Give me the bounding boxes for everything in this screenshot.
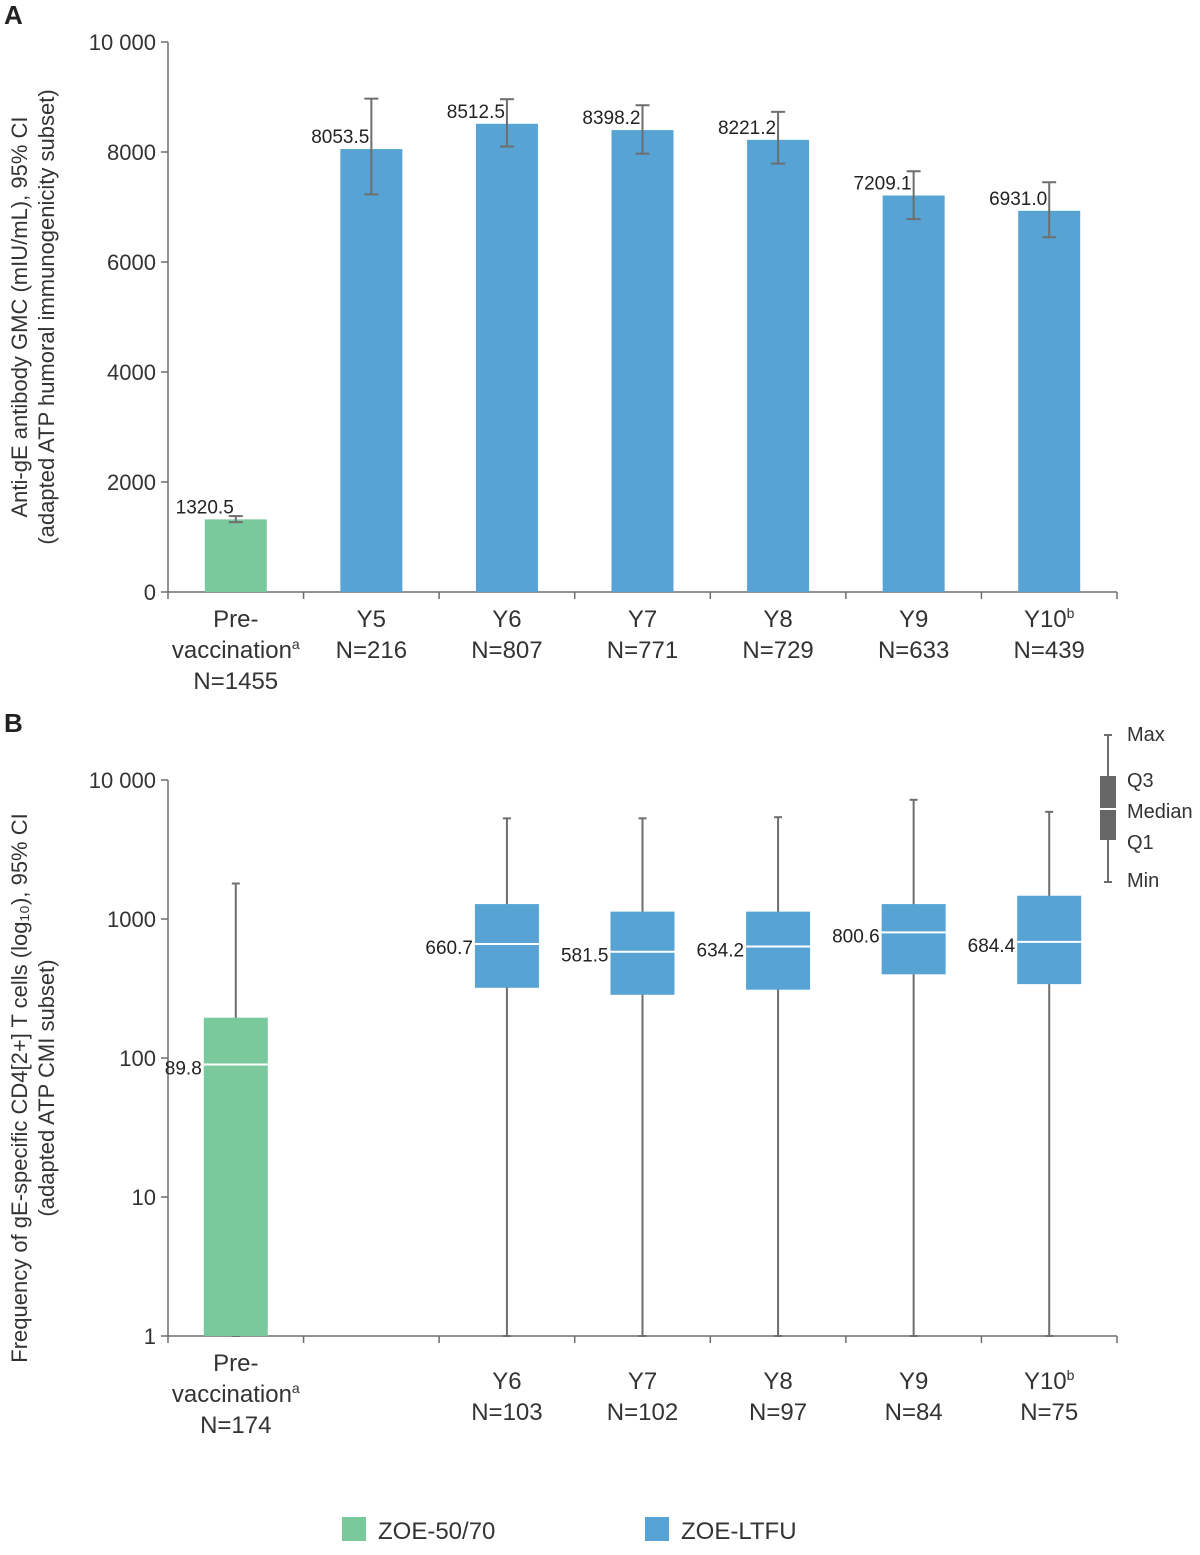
x-category-label: Y9 N=633 (878, 606, 949, 664)
y-tick-label: 2000 (107, 470, 156, 495)
bar (340, 149, 403, 592)
y-axis-title: Anti-gE antibody GMC (mIU/mL), 95% CI(ad… (7, 89, 59, 544)
bar (1018, 210, 1081, 593)
panel-a-bar-chart: 0 2000 4000 6000 8000 10 000 Anti-gE antibody … (7, 30, 1118, 695)
y-tick-label: 1000 (107, 907, 156, 932)
data-label: 8053.5 (311, 127, 369, 148)
median-label: 684.4 (968, 936, 1016, 957)
box (881, 904, 946, 975)
x-category-label: Y10b​N=439 (1014, 605, 1085, 664)
box (1017, 895, 1082, 985)
key-label-max: Max (1127, 724, 1165, 746)
x-category-label: Y6 N=103 (471, 1368, 542, 1426)
bar (611, 130, 674, 592)
x-category-label: Y7 N=102 (607, 1368, 678, 1426)
box (610, 911, 675, 995)
box (203, 1017, 268, 1336)
bar (475, 123, 538, 592)
box (474, 904, 539, 988)
median-label: 89.8 (165, 1058, 202, 1079)
y-tick-label: 100 (119, 1046, 156, 1071)
data-label: 6931.0 (989, 189, 1047, 210)
key-label-q3: Q3 (1127, 770, 1154, 792)
y-tick-label: 10 000 (89, 30, 156, 55)
x-category-label: Y8 N=97 (749, 1368, 807, 1426)
y-tick-label: 10 (132, 1185, 156, 1210)
median-label: 581.5 (561, 946, 609, 967)
median-label: 660.7 (425, 938, 473, 959)
legend-swatch-zoe5070 (342, 1517, 366, 1541)
panel-b-box-plot: 1 10 100 1000 10 000 Frequency of gE-specific… (7, 768, 1118, 1439)
y-axis-title: Frequency of gE-specific CD4[2+] T cells… (7, 813, 59, 1362)
data-label: 7209.1 (854, 173, 912, 194)
y-tick-label: 1 (144, 1324, 156, 1349)
box (746, 911, 811, 990)
y-tick-label: 6000 (107, 250, 156, 275)
bar (204, 519, 267, 592)
x-category-label: Pre-vaccinationa​N=1455 (172, 606, 300, 695)
y-tick-label: 0 (144, 580, 156, 605)
key-label-q1: Q1 (1127, 832, 1154, 854)
median-label: 800.6 (832, 926, 880, 947)
panel-b-letter: B (4, 708, 23, 738)
panel-a-letter: A (4, 0, 23, 30)
legend: ZOE-50/70 ZOE-LTFU (342, 1517, 797, 1545)
bar (882, 195, 945, 592)
x-category-label: Y9 N=84 (885, 1368, 943, 1426)
x-category-label: Y10b​N=75 (1020, 1367, 1078, 1426)
x-category-label: Y7 N=771 (607, 606, 678, 664)
key-label-min: Min (1127, 870, 1159, 892)
median-label: 634.2 (697, 940, 745, 961)
x-category-label: Y8 N=729 (742, 606, 813, 664)
x-category-label: Y6 N=807 (471, 606, 542, 664)
data-label: 8221.2 (718, 118, 776, 139)
bar (747, 139, 810, 593)
legend-label-zoe5070: ZOE-50/70 (378, 1518, 495, 1545)
data-label: 8398.2 (582, 108, 640, 129)
x-category-label: Pre-vaccinationa​N=174 (172, 1350, 300, 1439)
y-tick-label: 4000 (107, 360, 156, 385)
key-label-median: Median (1127, 801, 1193, 823)
y-tick-label: 8000 (107, 140, 156, 165)
y-tick-label: 10 000 (89, 768, 156, 793)
data-label: 1320.5 (176, 497, 234, 518)
legend-label-zoeltfu: ZOE-LTFU (681, 1518, 797, 1545)
x-category-label: Y5 N=216 (336, 606, 407, 664)
data-label: 8512.5 (447, 102, 505, 123)
legend-swatch-zoeltfu (645, 1517, 669, 1541)
boxplot-key: Max Q3 Median Q1 Min (1100, 724, 1193, 892)
